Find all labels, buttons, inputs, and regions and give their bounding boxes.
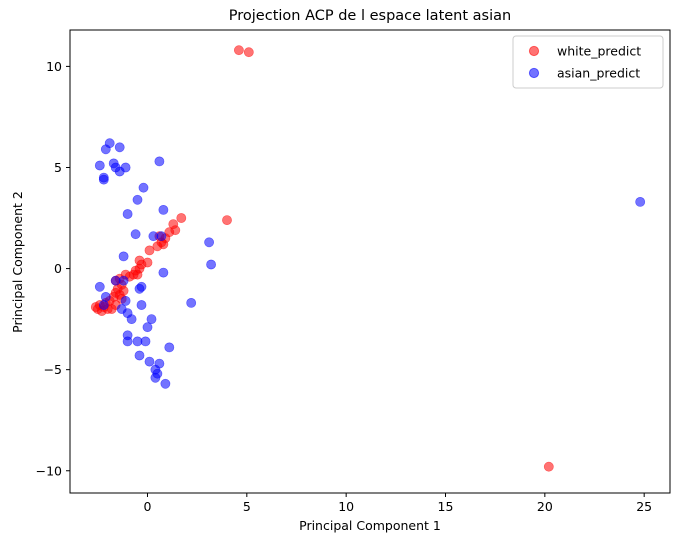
point-asian_predict-37 xyxy=(142,322,153,333)
point-asian_predict-29 xyxy=(100,291,111,302)
legend-label-asian_predict: asian_predict xyxy=(557,66,640,81)
point-asian_predict-15 xyxy=(158,204,169,215)
point-white_predict-0 xyxy=(233,45,244,56)
x-tick-label: 20 xyxy=(537,499,553,514)
point-asian_predict-21 xyxy=(206,259,216,270)
legend-label-white_predict: white_predict xyxy=(557,44,641,59)
point-white_predict-3 xyxy=(222,215,232,225)
point-asian_predict-18 xyxy=(156,231,167,242)
point-asian_predict-49 xyxy=(160,378,171,389)
y-tick-label: 0 xyxy=(54,261,62,276)
x-tick-label: 5 xyxy=(243,499,251,514)
point-asian_predict-43 xyxy=(134,350,145,361)
legend-box xyxy=(512,35,664,89)
y-tick-label: −5 xyxy=(44,362,62,377)
point-white_predict-12 xyxy=(152,241,163,252)
y-tick-label: −10 xyxy=(36,463,62,478)
point-asian_predict-16 xyxy=(130,229,141,240)
x-axis: 0 5 10 15 20 25 xyxy=(144,493,652,514)
x-tick-label: 15 xyxy=(438,499,454,514)
legend-marker-white_predict xyxy=(528,45,540,57)
point-asian_predict-30 xyxy=(98,300,109,310)
point-asian_predict-0 xyxy=(635,196,646,207)
point-white_predict-1 xyxy=(243,47,254,58)
x-axis-label: Principal Component 1 xyxy=(299,518,441,533)
point-asian_predict-27 xyxy=(134,283,145,294)
point-asian_predict-39 xyxy=(122,336,133,347)
point-asian_predict-20 xyxy=(118,251,129,262)
point-asian_predict-28 xyxy=(186,297,197,308)
x-tick-label: 25 xyxy=(636,499,652,514)
point-white_predict-4 xyxy=(176,213,187,223)
y-tick-label: 10 xyxy=(46,59,62,74)
point-white_predict-13 xyxy=(144,245,155,256)
axes-layer xyxy=(69,29,671,494)
data-points-layer xyxy=(90,45,646,472)
y-axis: −10 −5 0 5 10 xyxy=(36,59,70,478)
plot-frame xyxy=(69,29,671,494)
point-asian_predict-19 xyxy=(204,237,214,248)
chart-title: Projection ACP de l espace latent asian xyxy=(229,8,511,24)
legend: white_predict asian_predict xyxy=(512,35,664,89)
point-asian_predict-23 xyxy=(94,281,105,292)
legend-marker-asian_predict xyxy=(528,67,540,79)
point-asian_predict-25 xyxy=(118,275,129,286)
point-asian_predict-13 xyxy=(132,194,143,205)
point-asian_predict-48 xyxy=(150,372,161,383)
point-asian_predict-22 xyxy=(158,267,169,278)
series-asian_predict xyxy=(94,138,646,389)
point-asian_predict-14 xyxy=(122,209,133,219)
point-asian_predict-44 xyxy=(144,356,155,367)
point-asian_predict-32 xyxy=(136,300,147,310)
x-tick-label: 0 xyxy=(144,499,152,514)
series-white_predict xyxy=(90,45,554,472)
x-tick-label: 10 xyxy=(338,499,354,514)
point-asian_predict-3 xyxy=(114,142,125,153)
point-asian_predict-12 xyxy=(138,182,149,193)
point-asian_predict-4 xyxy=(94,160,105,171)
y-axis-label: Principal Component 2 xyxy=(10,191,25,333)
point-asian_predict-41 xyxy=(140,336,151,347)
point-asian_predict-35 xyxy=(126,314,137,324)
point-asian_predict-2 xyxy=(100,144,111,155)
point-white_predict-2 xyxy=(543,461,554,472)
point-asian_predict-36 xyxy=(146,314,157,324)
point-asian_predict-31 xyxy=(120,295,131,306)
point-white_predict-41 xyxy=(106,304,117,314)
point-asian_predict-8 xyxy=(114,166,125,177)
point-asian_predict-42 xyxy=(164,342,175,353)
point-asian_predict-10 xyxy=(98,174,109,185)
y-tick-label: 5 xyxy=(54,160,62,175)
point-asian_predict-11 xyxy=(154,156,165,167)
